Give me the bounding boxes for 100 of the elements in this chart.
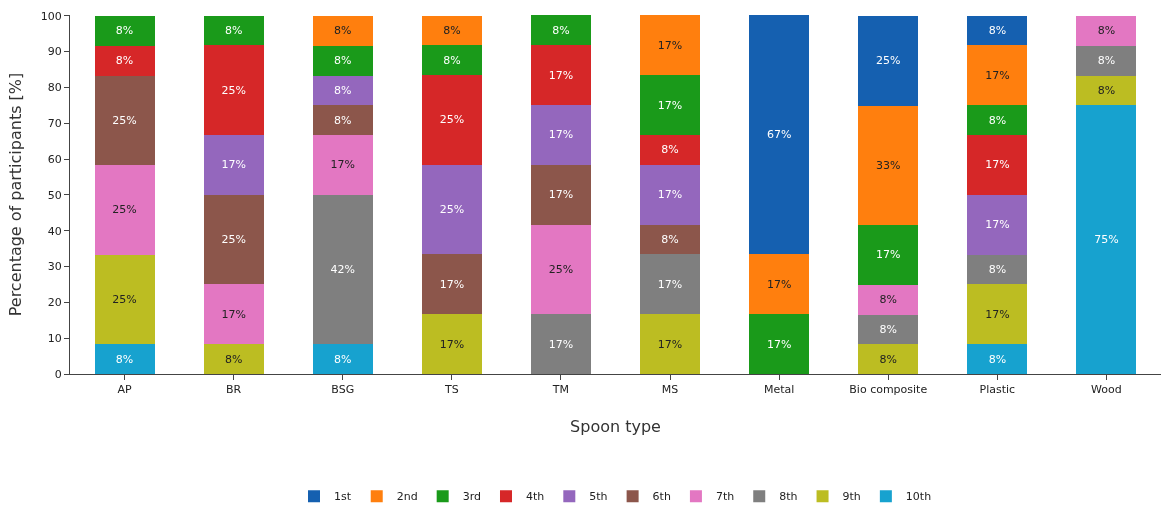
data-label: 17% [548, 128, 574, 142]
bar [421, 254, 482, 315]
data-label: 17% [657, 98, 683, 112]
bar [967, 254, 1028, 285]
data-label: 17% [985, 68, 1010, 82]
data-label: 25% [439, 113, 465, 127]
data-label: 25% [876, 54, 901, 68]
data-label: 17% [985, 158, 1010, 172]
data-label: 25% [439, 203, 465, 217]
x-tick-label: Plastic [979, 383, 1016, 397]
data-label: 8% [224, 24, 243, 38]
data-label: 8% [115, 352, 134, 366]
y-tick-label: 60 [47, 152, 62, 166]
x-tick-label: TM [551, 383, 570, 397]
data-label: 8% [334, 24, 352, 38]
bar [858, 284, 919, 315]
bar [312, 45, 373, 76]
legend-label: 2nd [396, 490, 418, 504]
bar [421, 15, 482, 46]
data-label: 17% [548, 68, 574, 82]
data-label: 17% [439, 277, 465, 291]
data-label: 17% [221, 307, 246, 321]
bar [858, 314, 919, 345]
y-tick-label: 70 [47, 117, 62, 131]
data-label: 8% [334, 54, 352, 68]
bar [203, 135, 264, 195]
legend-label: 9th [842, 490, 861, 504]
legend-label: 6th [652, 490, 671, 504]
y-tick-label: 20 [47, 296, 62, 310]
data-label: 75% [1094, 233, 1119, 247]
legend-label: 8th [779, 490, 798, 504]
data-label: 17% [657, 188, 683, 202]
bar [421, 75, 482, 165]
bar [530, 45, 591, 105]
bar [967, 45, 1028, 106]
bar [640, 254, 701, 315]
bar [312, 105, 373, 136]
data-label: 25% [112, 113, 137, 127]
bar [312, 344, 373, 374]
data-label: 25% [112, 292, 137, 306]
bar [203, 284, 264, 345]
bar [94, 344, 155, 374]
data-label: 8% [1097, 54, 1116, 68]
data-label: 42% [330, 263, 355, 277]
data-label: 8% [443, 53, 461, 67]
data-label: 17% [985, 218, 1010, 232]
data-label: 17% [985, 307, 1010, 321]
bar [94, 254, 155, 345]
bar [312, 194, 373, 345]
x-tick-label: Wood [1091, 383, 1122, 397]
bar [203, 194, 264, 285]
y-tick-label: 40 [47, 224, 62, 238]
data-label: 8% [224, 352, 243, 366]
data-label: 8% [988, 352, 1007, 366]
data-label: 33% [876, 158, 901, 172]
legend-label: 4th [526, 490, 545, 504]
bar [421, 314, 482, 374]
y-tick-label: 10 [47, 332, 62, 346]
bar [640, 224, 701, 255]
bar [1076, 16, 1137, 46]
bar [94, 165, 155, 255]
legend-label: 10th [905, 490, 932, 504]
bar [967, 344, 1028, 374]
data-label: 17% [439, 337, 465, 351]
bar [203, 344, 264, 374]
x-tick-label: TS [444, 383, 459, 397]
bar [530, 15, 591, 46]
y-tick-label: 30 [47, 260, 62, 274]
data-label: 8% [443, 24, 461, 38]
bar [967, 105, 1028, 136]
bar [312, 75, 373, 106]
data-label: 8% [879, 293, 897, 307]
y-axis-title: Percentage of participants [%] [5, 72, 25, 317]
bar [421, 45, 482, 76]
data-label: 25% [548, 262, 574, 276]
bar [640, 135, 701, 165]
bar [640, 314, 701, 374]
data-label: 8% [988, 113, 1007, 127]
data-label: 17% [548, 188, 574, 202]
bar [203, 15, 264, 46]
data-label: 17% [657, 337, 683, 351]
data-label: 17% [766, 277, 792, 291]
data-label: 8% [1097, 24, 1116, 38]
data-label: 8% [334, 352, 352, 366]
data-label: 8% [879, 322, 897, 336]
x-axis-title: Spoon type [570, 416, 661, 436]
bar [967, 15, 1028, 46]
data-label: 17% [657, 38, 683, 52]
legend-label: 1st [334, 490, 352, 504]
bar [1076, 75, 1137, 106]
x-tick-label: BR [226, 383, 242, 397]
data-label: 8% [334, 113, 352, 127]
data-label: 8% [334, 83, 352, 97]
data-label: 8% [661, 232, 679, 246]
data-label: 8% [661, 143, 679, 157]
bar [858, 105, 919, 225]
bar [967, 194, 1028, 255]
data-label: 8% [1097, 83, 1116, 97]
data-label: 17% [330, 158, 355, 172]
y-tick-label: 90 [47, 45, 62, 59]
